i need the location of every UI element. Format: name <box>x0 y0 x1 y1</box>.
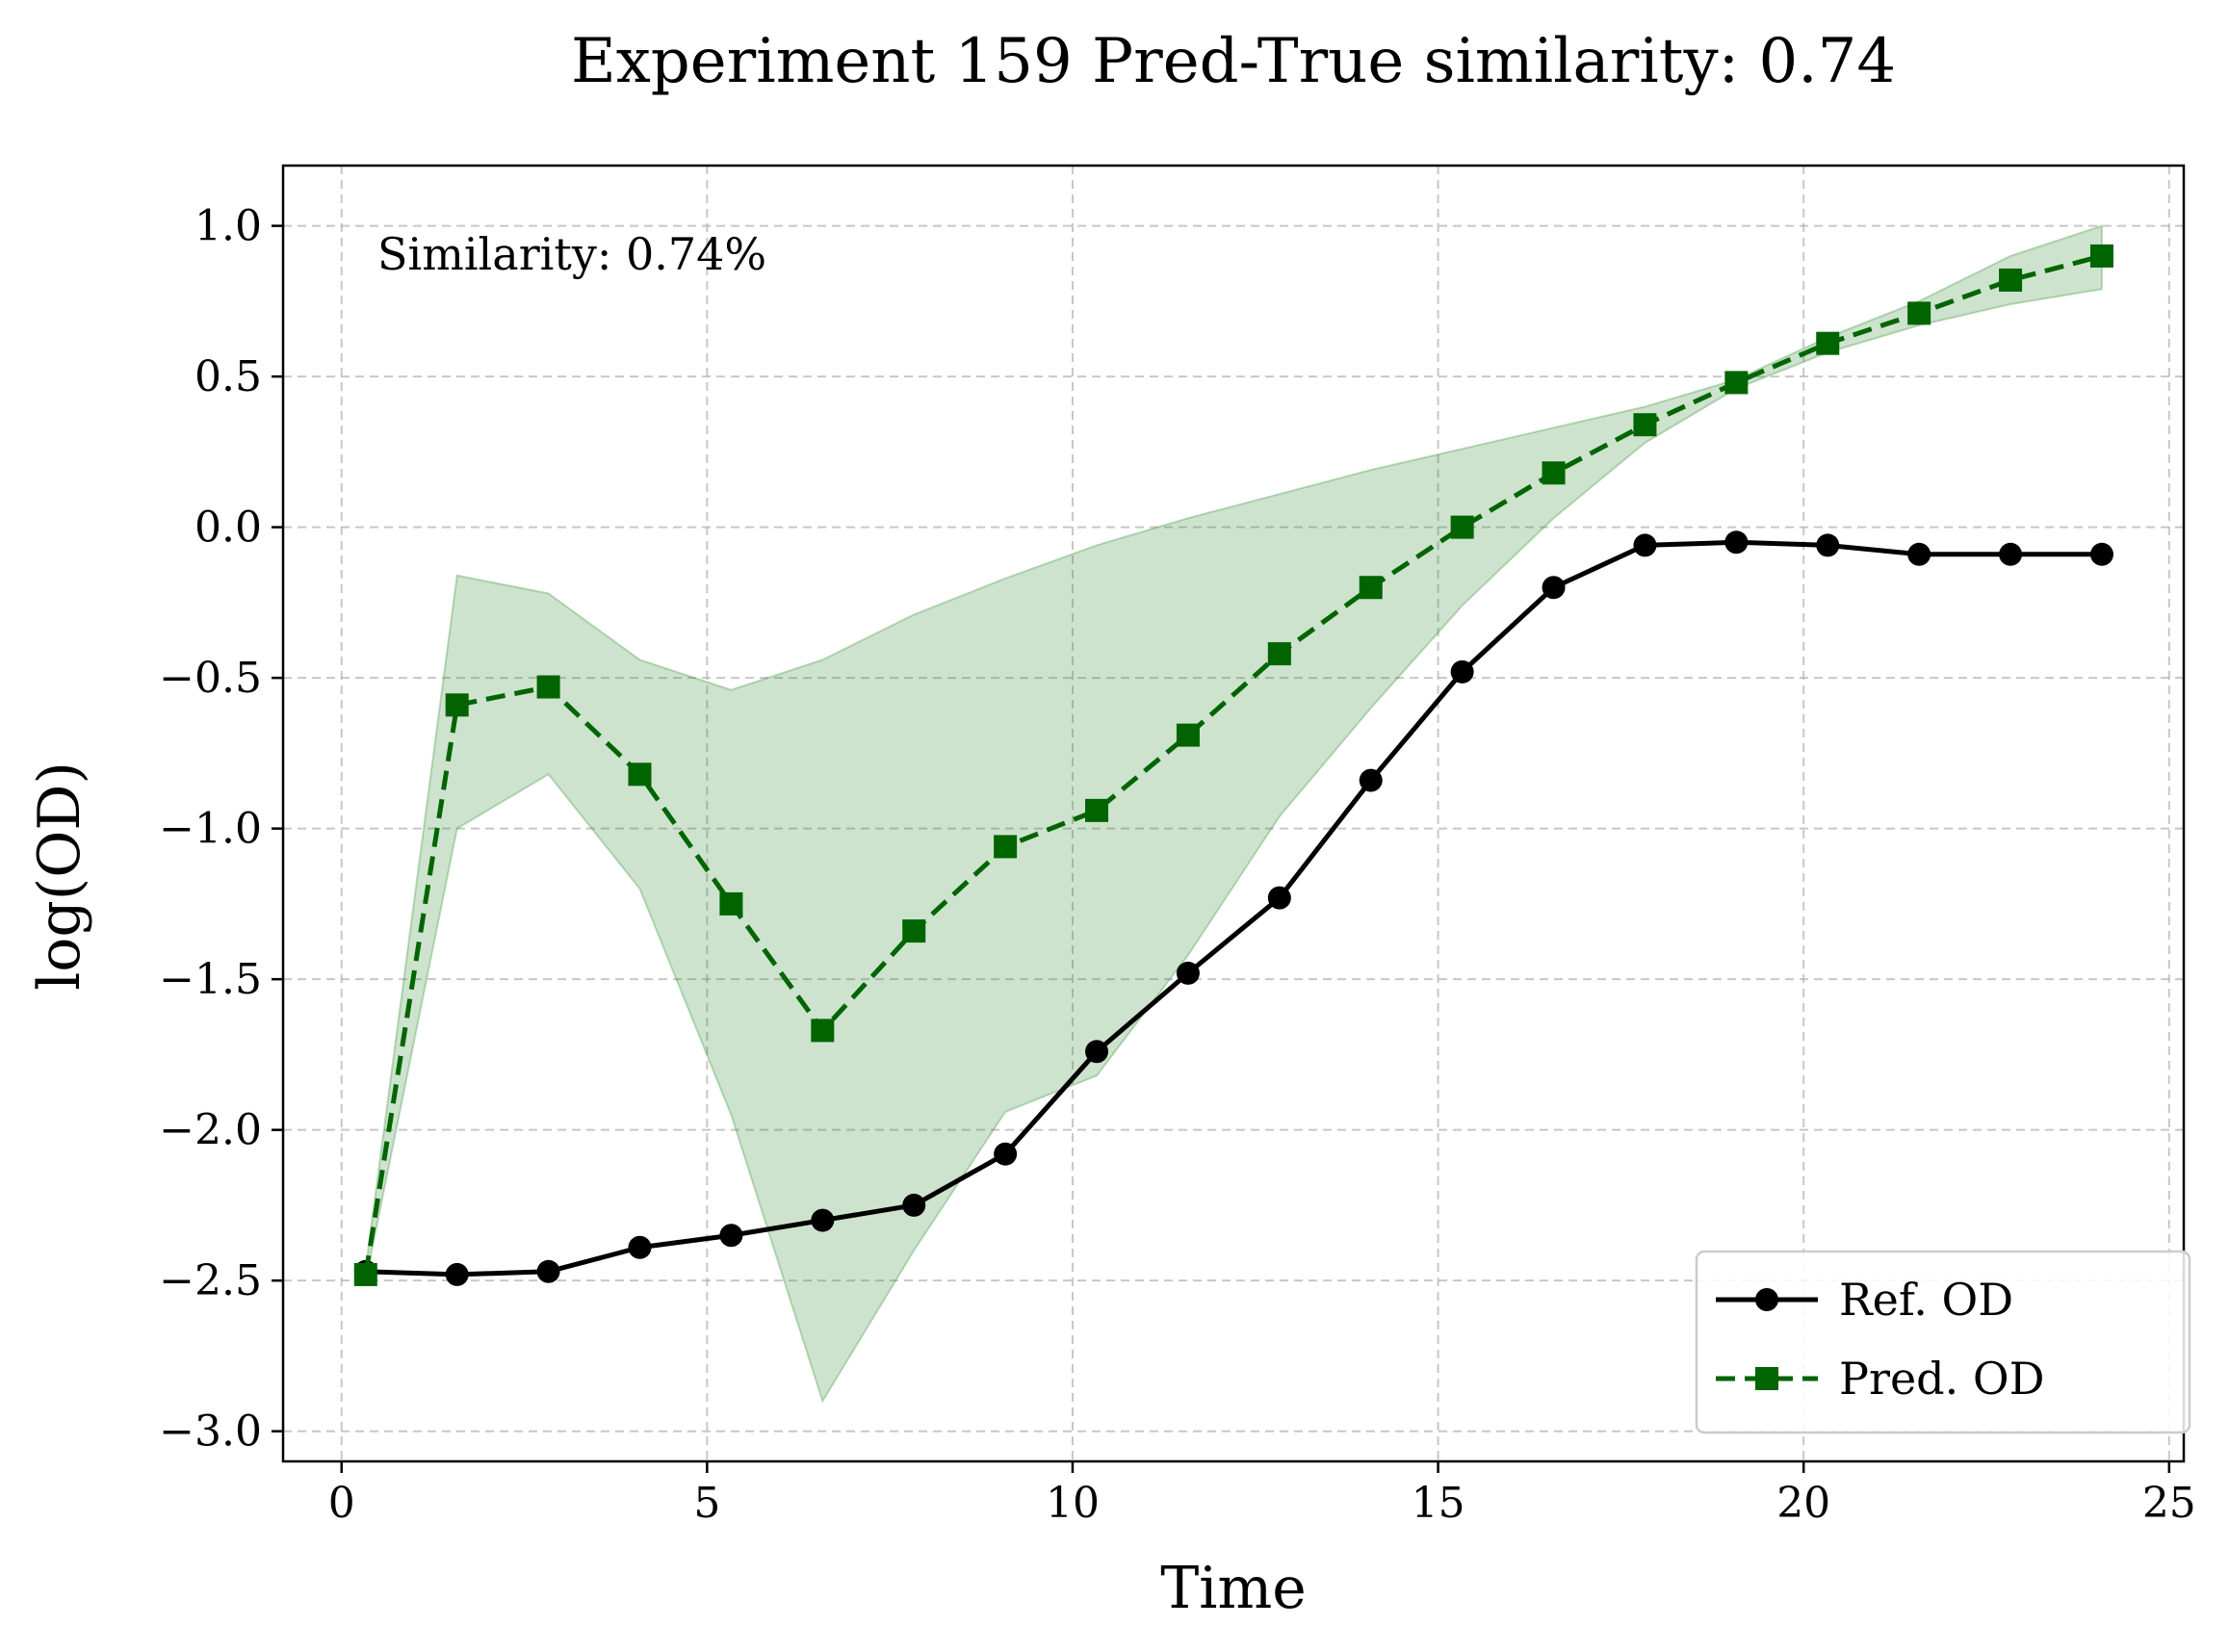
pred-od-point <box>719 891 743 916</box>
ref-od-point <box>1816 533 1840 557</box>
pred-od-point <box>2089 244 2113 268</box>
legend: Ref. OD Pred. OD <box>1695 1250 2191 1434</box>
ref-od-point <box>1359 768 1383 792</box>
y-tick-label: 1.0 <box>194 202 262 251</box>
pred-od-point <box>1907 301 1931 325</box>
ref-od-point <box>1085 1040 1109 1064</box>
ref-od-point <box>1176 961 1200 985</box>
y-tick-label: 0.0 <box>194 503 262 553</box>
legend-marker <box>1755 1367 1778 1390</box>
legend-item-pred-od: Pred. OD <box>1716 1353 2044 1405</box>
ref-od-point <box>1999 542 2023 566</box>
ref-od-line <box>365 539 2102 1278</box>
prediction-band-layer <box>364 224 2103 1404</box>
similarity-annotation: Similarity: 0.74% <box>377 228 766 280</box>
pred-od-point <box>902 919 926 943</box>
legend-item-ref-od: Ref. OD <box>1716 1274 2013 1326</box>
legend-marker <box>1755 1288 1778 1311</box>
y-tick-label: −2.5 <box>159 1256 262 1305</box>
ref-od-point <box>719 1224 743 1248</box>
legend-label: Ref. OD <box>1839 1274 2013 1326</box>
pred-od-point <box>536 675 560 699</box>
y-axis-ticks: 1.0 0.5 0.0 −0.5 −1.0 −1.5 −2.0 −2.5 −3.0 <box>159 202 283 1457</box>
x-tick-label: 10 <box>1046 1479 1100 1528</box>
pred-od-point <box>628 762 652 787</box>
pred-od-point <box>994 835 1018 859</box>
y-tick-label: 0.5 <box>194 352 262 401</box>
y-tick-label: −0.5 <box>159 654 262 703</box>
ref-od-point <box>902 1193 926 1217</box>
pred-od-point <box>1816 331 1840 355</box>
ref-od-point <box>1450 659 1474 684</box>
pred-od-point <box>445 693 469 717</box>
y-tick-label: −1.5 <box>159 955 262 1004</box>
ref-od-point <box>811 1208 835 1232</box>
ref-od-point <box>2089 542 2113 566</box>
ref-od-point <box>1542 576 1566 600</box>
y-tick-label: −2.0 <box>159 1106 262 1155</box>
ref-od-point <box>445 1262 469 1286</box>
legend-box <box>1695 1250 2191 1434</box>
prediction-band <box>364 224 2103 1404</box>
pred-od-point <box>1724 371 1749 395</box>
pred-od-point <box>1542 461 1566 485</box>
x-axis-label: Time <box>1160 1555 1307 1622</box>
pred-od-line <box>363 253 2103 1276</box>
x-axis-ticks: 0 5 10 15 20 25 <box>328 1461 2196 1528</box>
x-tick-label: 25 <box>2142 1479 2196 1528</box>
x-tick-label: 0 <box>328 1479 355 1528</box>
ref-od-point <box>1633 533 1657 557</box>
pred-od-point <box>1267 642 1291 666</box>
y-tick-label: −3.0 <box>159 1407 262 1457</box>
x-tick-label: 15 <box>1412 1479 1465 1528</box>
ref-od-point <box>536 1259 560 1283</box>
ref-od-point <box>1724 530 1749 555</box>
ref-od-point <box>994 1142 1018 1166</box>
pred-od-point <box>353 1262 377 1286</box>
ref-od-point <box>628 1235 652 1259</box>
pred-od-point <box>1450 515 1474 539</box>
series-layer <box>353 244 2113 1286</box>
pred-od-point <box>1176 723 1200 747</box>
pred-od-point <box>1633 413 1657 437</box>
chart-title: Experiment 159 Pred-True similarity: 0.7… <box>571 26 1896 97</box>
x-tick-label: 5 <box>693 1479 720 1528</box>
legend-label: Pred. OD <box>1839 1353 2044 1405</box>
plot-frame <box>281 164 2186 1463</box>
pred-od-point <box>1085 798 1109 822</box>
ref-od-point <box>1267 886 1291 910</box>
y-axis-label: log(OD) <box>26 761 93 991</box>
ref-od-point <box>1907 542 1931 566</box>
pred-od-point <box>811 1019 835 1043</box>
pred-od-point <box>1359 576 1383 600</box>
pred-od-point <box>1999 268 2023 292</box>
x-tick-label: 20 <box>1776 1479 1830 1528</box>
y-tick-label: −1.0 <box>159 805 262 854</box>
